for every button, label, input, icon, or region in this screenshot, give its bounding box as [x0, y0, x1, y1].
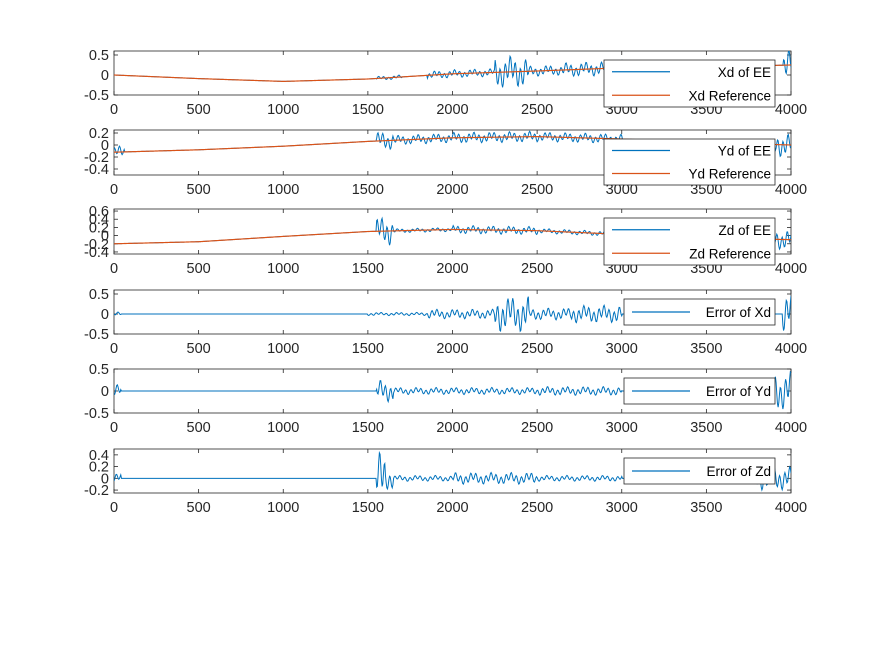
- y-tick-label: 0.6: [89, 204, 109, 220]
- x-tick-label: 1500: [352, 341, 384, 357]
- x-tick-label: 500: [187, 102, 211, 118]
- x-tick-label: 0: [110, 341, 118, 357]
- legend-entry-label: Error of Zd: [706, 464, 771, 479]
- x-tick-label: 3000: [606, 341, 638, 357]
- x-tick-label: 1500: [352, 102, 384, 118]
- y-tick-label: 0: [101, 307, 109, 323]
- legend: Error of Yd: [623, 377, 776, 405]
- legend-entry-label: Xd of EE: [718, 65, 771, 80]
- x-tick-label: 0: [110, 261, 118, 277]
- y-tick-label: 0.4: [89, 212, 109, 228]
- x-tick-label: 1500: [352, 182, 384, 198]
- x-tick-label: 500: [187, 261, 211, 277]
- legend: Error of Zd: [623, 457, 776, 485]
- legend-entry-label: Yd of EE: [718, 144, 771, 159]
- legend-entry-label: Yd Reference: [688, 167, 771, 182]
- x-tick-label: 0: [110, 102, 118, 118]
- x-tick-label: 500: [187, 500, 211, 516]
- x-tick-label: 1000: [267, 182, 299, 198]
- legend-entry-label: Error of Xd: [706, 305, 771, 320]
- x-tick-label: 3500: [690, 341, 722, 357]
- x-tick-label: 2500: [521, 500, 553, 516]
- legend: Yd of EE Yd Reference: [603, 138, 776, 186]
- x-tick-label: 500: [187, 420, 211, 436]
- legend-entry-label: Xd Reference: [688, 88, 771, 103]
- subplot-4: 0 500 1000 1500 2000 2500 3000 3500 40000.50-0.5…: [84, 287, 807, 357]
- y-tick-label: 0: [101, 471, 109, 487]
- legend-box: [603, 138, 776, 186]
- y-tick-label: -0.5: [84, 88, 109, 104]
- legend-box: [603, 59, 776, 108]
- legend-box: [603, 217, 776, 266]
- x-tick-label: 3000: [606, 420, 638, 436]
- y-tick-label: -0.4: [84, 162, 109, 178]
- x-tick-label: 3500: [690, 500, 722, 516]
- y-tick-label: -0.5: [84, 406, 109, 422]
- subplot-1: 0 500 1000 1500 2000 2500 3000 3500 40000.50-0.5…: [84, 48, 807, 118]
- subplot-3: 0 500 1000 1500 2000 2500 3000 3500 40000.60.40.…: [84, 204, 807, 277]
- y-tick-label: -0.2: [84, 483, 109, 499]
- x-tick-label: 2500: [521, 261, 553, 277]
- x-tick-label: 2000: [436, 420, 468, 436]
- x-tick-label: 3500: [690, 182, 722, 198]
- x-tick-label: 4000: [775, 182, 807, 198]
- x-tick-label: 4000: [775, 102, 807, 118]
- y-tick-label: 0.2: [89, 126, 109, 142]
- x-tick-label: 1500: [352, 261, 384, 277]
- x-tick-label: 2000: [436, 102, 468, 118]
- y-tick-label: -0.2: [84, 237, 109, 253]
- x-tick-label: 1000: [267, 500, 299, 516]
- legend: Error of Xd: [623, 298, 776, 326]
- x-tick-label: 1000: [267, 420, 299, 436]
- x-tick-label: 0: [110, 500, 118, 516]
- legend: Zd of EE Zd Reference: [603, 217, 776, 266]
- x-tick-label: 2000: [436, 341, 468, 357]
- y-tick-label: 0.5: [89, 48, 109, 64]
- y-tick-label: 0: [101, 138, 109, 154]
- y-tick-label: -0.4: [84, 245, 109, 261]
- x-tick-label: 4000: [775, 261, 807, 277]
- y-tick-label: 0.2: [89, 220, 109, 236]
- y-tick-label: 0.2: [89, 460, 109, 476]
- y-tick-label: 0.4: [89, 448, 109, 464]
- x-tick-label: 500: [187, 182, 211, 198]
- y-tick-label: 0.5: [89, 287, 109, 303]
- x-tick-label: 1000: [267, 261, 299, 277]
- x-tick-label: 2500: [521, 182, 553, 198]
- x-tick-label: 4000: [775, 341, 807, 357]
- subplot-5: 0 500 1000 1500 2000 2500 3000 3500 40000.50-0.5…: [84, 362, 807, 436]
- y-tick-label: -0.2: [84, 150, 109, 166]
- x-tick-label: 2000: [436, 261, 468, 277]
- x-tick-label: 3000: [606, 500, 638, 516]
- x-tick-label: 0: [110, 182, 118, 198]
- x-tick-label: 4000: [775, 420, 807, 436]
- x-tick-label: 4000: [775, 500, 807, 516]
- subplot-2: 0 500 1000 1500 2000 2500 3000 3500 40000.20-0.2…: [84, 126, 807, 198]
- x-tick-label: 2500: [521, 102, 553, 118]
- x-tick-label: 1000: [267, 102, 299, 118]
- x-tick-label: 1500: [352, 500, 384, 516]
- x-tick-label: 2500: [521, 420, 553, 436]
- legend-entry-label: Zd Reference: [689, 246, 771, 261]
- y-tick-label: -0.5: [84, 327, 109, 343]
- y-tick-label: 0: [101, 384, 109, 400]
- legend-entry-label: Error of Yd: [706, 384, 771, 399]
- y-tick-label: 0: [101, 68, 109, 84]
- x-tick-label: 0: [110, 420, 118, 436]
- x-tick-label: 3000: [606, 182, 638, 198]
- y-tick-label: 0: [101, 229, 109, 245]
- x-tick-label: 1000: [267, 341, 299, 357]
- x-tick-label: 2000: [436, 182, 468, 198]
- legend-entry-label: Zd of EE: [718, 223, 771, 238]
- subplot-6: 0 500 1000 1500 2000 2500 3000 3500 40000.40.20-…: [84, 448, 807, 516]
- x-tick-label: 2000: [436, 500, 468, 516]
- y-tick-label: 0.5: [89, 362, 109, 378]
- x-tick-label: 3500: [690, 420, 722, 436]
- x-tick-label: 1500: [352, 420, 384, 436]
- legend: Xd of EE Xd Reference: [603, 59, 776, 108]
- x-tick-label: 2500: [521, 341, 553, 357]
- x-tick-label: 500: [187, 341, 211, 357]
